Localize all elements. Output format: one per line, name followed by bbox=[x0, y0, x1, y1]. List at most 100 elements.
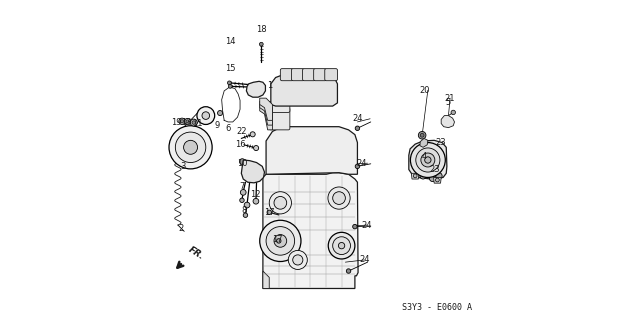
Text: 21: 21 bbox=[445, 94, 455, 103]
Polygon shape bbox=[441, 116, 454, 128]
Circle shape bbox=[451, 110, 456, 115]
Circle shape bbox=[339, 243, 345, 249]
Circle shape bbox=[328, 232, 355, 259]
Polygon shape bbox=[433, 178, 441, 183]
Text: 3: 3 bbox=[180, 162, 186, 171]
Circle shape bbox=[274, 235, 287, 247]
Polygon shape bbox=[412, 173, 419, 179]
Circle shape bbox=[250, 132, 255, 137]
Text: 13: 13 bbox=[181, 118, 191, 127]
Text: 20: 20 bbox=[419, 86, 430, 95]
Circle shape bbox=[197, 107, 214, 124]
Circle shape bbox=[184, 118, 190, 124]
Circle shape bbox=[328, 187, 350, 209]
Circle shape bbox=[355, 126, 360, 131]
Polygon shape bbox=[260, 105, 273, 130]
Circle shape bbox=[435, 178, 439, 182]
Circle shape bbox=[413, 174, 417, 178]
Text: 23: 23 bbox=[429, 165, 440, 174]
Circle shape bbox=[250, 168, 255, 173]
FancyBboxPatch shape bbox=[303, 69, 316, 81]
Circle shape bbox=[240, 198, 244, 203]
Circle shape bbox=[252, 85, 261, 94]
Text: 10: 10 bbox=[237, 159, 248, 168]
Polygon shape bbox=[260, 98, 273, 120]
Circle shape bbox=[276, 239, 281, 243]
Circle shape bbox=[346, 269, 351, 273]
Text: 6: 6 bbox=[225, 124, 230, 133]
Circle shape bbox=[274, 196, 287, 209]
Polygon shape bbox=[420, 139, 428, 147]
Polygon shape bbox=[260, 101, 273, 125]
Text: 17: 17 bbox=[264, 208, 275, 217]
Text: 22: 22 bbox=[236, 127, 246, 136]
Circle shape bbox=[419, 132, 426, 139]
FancyBboxPatch shape bbox=[269, 101, 290, 112]
Circle shape bbox=[227, 81, 231, 85]
Circle shape bbox=[266, 227, 294, 255]
Circle shape bbox=[253, 146, 259, 151]
Circle shape bbox=[169, 126, 212, 169]
Text: 17: 17 bbox=[272, 235, 282, 244]
Circle shape bbox=[244, 202, 250, 208]
Text: 8: 8 bbox=[242, 206, 247, 215]
Text: 24: 24 bbox=[352, 114, 363, 123]
Circle shape bbox=[228, 84, 232, 88]
Circle shape bbox=[218, 110, 223, 116]
Circle shape bbox=[420, 133, 424, 137]
Text: 7: 7 bbox=[239, 182, 245, 191]
Polygon shape bbox=[263, 173, 358, 288]
FancyBboxPatch shape bbox=[280, 69, 293, 81]
Circle shape bbox=[175, 132, 206, 163]
Text: 5: 5 bbox=[446, 99, 451, 108]
Text: 12: 12 bbox=[250, 190, 260, 199]
Circle shape bbox=[410, 142, 445, 178]
Circle shape bbox=[333, 237, 351, 254]
Text: 24: 24 bbox=[362, 220, 372, 229]
FancyBboxPatch shape bbox=[291, 69, 304, 81]
Circle shape bbox=[353, 224, 357, 229]
Circle shape bbox=[436, 173, 442, 179]
Text: FR.: FR. bbox=[187, 245, 205, 261]
Circle shape bbox=[184, 140, 198, 154]
Polygon shape bbox=[271, 71, 337, 106]
Circle shape bbox=[192, 121, 195, 124]
Circle shape bbox=[416, 148, 440, 172]
Circle shape bbox=[241, 189, 246, 195]
Circle shape bbox=[180, 120, 184, 123]
Circle shape bbox=[259, 42, 263, 46]
FancyBboxPatch shape bbox=[324, 69, 337, 81]
Text: 24: 24 bbox=[359, 255, 370, 264]
Polygon shape bbox=[266, 127, 357, 174]
Circle shape bbox=[267, 210, 271, 215]
Text: S3Y3 - E0600 A: S3Y3 - E0600 A bbox=[403, 303, 472, 312]
Polygon shape bbox=[246, 81, 266, 97]
Text: 14: 14 bbox=[225, 36, 236, 45]
Text: 24: 24 bbox=[356, 159, 367, 168]
Circle shape bbox=[253, 198, 259, 204]
Circle shape bbox=[425, 157, 431, 163]
Text: 18: 18 bbox=[256, 25, 267, 35]
FancyBboxPatch shape bbox=[269, 108, 290, 130]
Polygon shape bbox=[409, 140, 447, 179]
Circle shape bbox=[260, 220, 301, 261]
Circle shape bbox=[269, 192, 291, 214]
Circle shape bbox=[247, 165, 259, 177]
Circle shape bbox=[239, 159, 245, 164]
Circle shape bbox=[429, 175, 436, 181]
Text: 4: 4 bbox=[422, 152, 428, 161]
Text: 2: 2 bbox=[179, 224, 184, 233]
Circle shape bbox=[288, 251, 307, 269]
Circle shape bbox=[202, 112, 210, 119]
Circle shape bbox=[179, 118, 185, 124]
Text: 15: 15 bbox=[225, 63, 236, 73]
Circle shape bbox=[292, 255, 303, 265]
Circle shape bbox=[421, 153, 435, 167]
Circle shape bbox=[243, 213, 248, 217]
Polygon shape bbox=[263, 271, 269, 288]
Text: 19: 19 bbox=[172, 118, 182, 127]
Circle shape bbox=[190, 119, 197, 126]
Text: 1: 1 bbox=[267, 81, 272, 90]
Text: 11: 11 bbox=[191, 119, 202, 128]
Text: 9: 9 bbox=[214, 121, 220, 130]
